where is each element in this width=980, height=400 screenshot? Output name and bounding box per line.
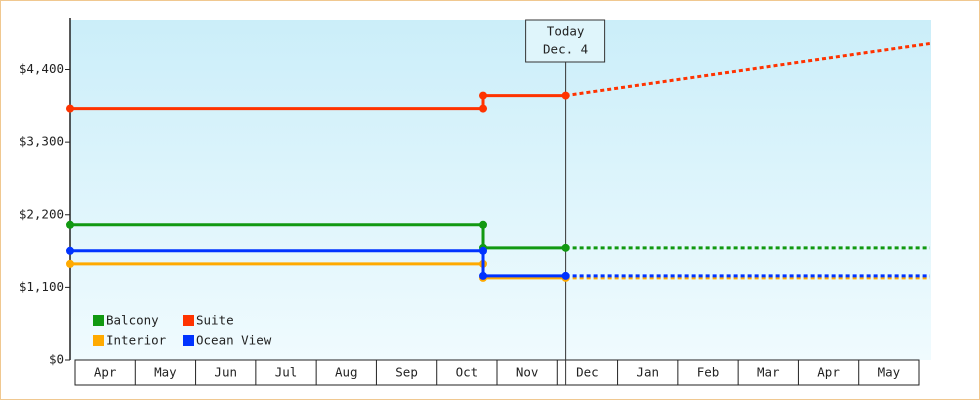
legend-swatch [93,335,104,346]
today-label: Today [547,24,585,39]
x-tick-label: Jan [636,365,659,380]
data-point [479,271,488,280]
legend-label: Balcony [106,313,159,328]
x-tick-label: May [878,365,901,380]
y-tick-label: $1,100 [19,279,64,294]
plot-area [70,20,931,360]
x-tick-label: Apr [817,365,840,380]
data-point [66,220,74,229]
x-tick-label: Dec [576,365,599,380]
today-box [525,19,606,63]
forecast-line [565,42,931,98]
x-tick-label: Jun [214,365,237,380]
data-point [561,91,570,100]
series-line [70,249,566,278]
legend-swatch [183,335,194,346]
x-tick-label: Apr [94,365,117,380]
x-tick-label: Aug [335,365,358,380]
y-tick-label: $4,400 [19,61,64,76]
series-line [70,223,566,250]
legend-swatch [183,315,194,326]
x-tick-label: Feb [697,365,720,380]
data-point [479,246,488,255]
data-point [479,104,488,113]
data-point [479,220,488,229]
x-tick-label: May [154,365,177,380]
data-point [66,259,74,268]
data-point [561,271,570,280]
data-point [66,104,74,113]
x-tick-label: Nov [516,365,539,380]
x-tick-label: Sep [395,365,418,380]
data-point [479,91,488,100]
data-point [561,243,570,252]
y-tick-label: $3,300 [19,134,64,149]
legend-label: Interior [106,333,167,348]
legend-label: Suite [196,313,234,328]
legend-swatch [93,315,104,326]
y-tick-label: $2,200 [19,206,64,221]
x-tick-label: Mar [757,365,780,380]
x-tick-label: Oct [456,365,479,380]
series-line [70,94,566,111]
data-point [66,246,74,255]
x-tick-label: Jul [275,365,298,380]
y-tick-label: $0 [49,352,64,367]
today-date: Dec. 4 [543,42,588,57]
legend-label: Ocean View [196,333,272,348]
